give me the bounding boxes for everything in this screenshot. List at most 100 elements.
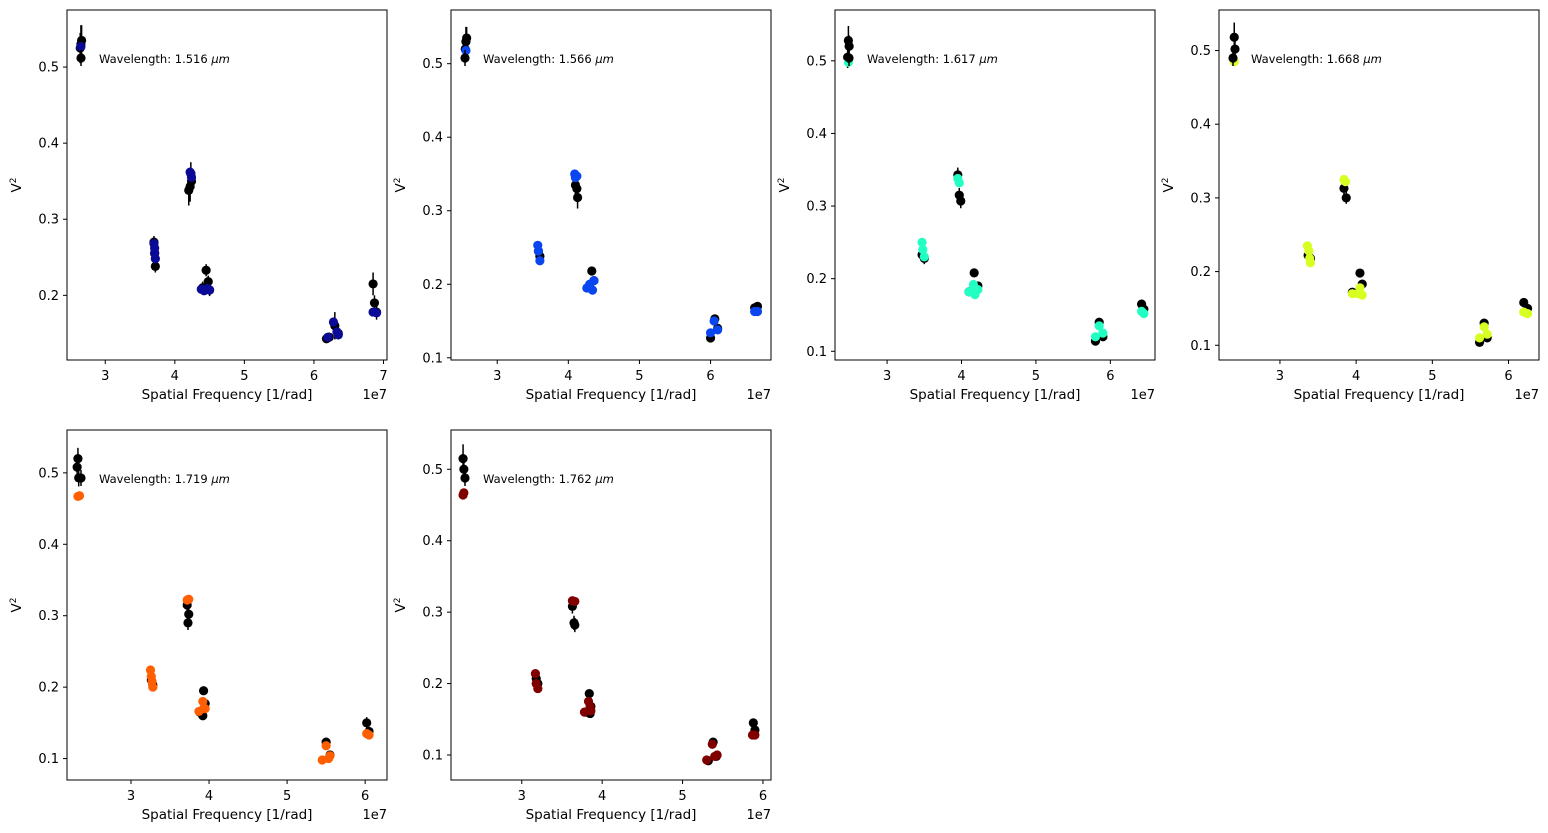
- y-tick-label: 0.4: [38, 538, 59, 553]
- y-tick-label: 0.1: [1190, 339, 1211, 354]
- y-tick-label: 0.3: [422, 606, 443, 621]
- x-tick-label: 7: [379, 369, 387, 384]
- model-point: [1522, 308, 1533, 319]
- x-tick-label: 4: [957, 369, 965, 384]
- subplot-1: 3 4 5 6 7 0.2 0.3 0.4 0.5 Spatial Frequency [1/ra…: [9, 9, 388, 403]
- observed-point: [459, 464, 469, 474]
- legend-label: Wavelength: 1.617 μm: [867, 52, 998, 66]
- y-tick-label: 0.3: [38, 213, 59, 228]
- x-axis-multiplier: 1e7: [1130, 388, 1155, 403]
- y-tick-label: 0.2: [422, 278, 443, 293]
- model-point: [712, 750, 722, 760]
- model-point: [919, 252, 929, 262]
- legend: Wavelength: 1.762 μm: [460, 470, 614, 486]
- y-tick-label: 0.3: [806, 200, 827, 215]
- model-point: [186, 172, 197, 182]
- x-tick-label: 5: [283, 789, 291, 804]
- model-point: [205, 285, 215, 295]
- model-point: [328, 317, 339, 327]
- observed-point: [584, 688, 594, 699]
- x-axis-multiplier: 1e7: [746, 808, 771, 823]
- model-point: [1357, 290, 1367, 300]
- x-tick-label: 3: [101, 369, 109, 384]
- x-tick-label: 5: [1428, 369, 1436, 384]
- y-tick-label: 0.4: [422, 131, 443, 146]
- legend-label: Wavelength: 1.719 μm: [99, 472, 230, 486]
- axes-frame: [66, 429, 388, 781]
- y-tick-label: 0.1: [806, 345, 827, 360]
- observed-point: [362, 718, 372, 728]
- model-point: [1139, 308, 1149, 319]
- x-tick-label: 4: [564, 369, 572, 384]
- model-point: [1304, 246, 1314, 256]
- model-point: [333, 330, 343, 340]
- legend-marker: [460, 53, 470, 63]
- observed-point: [587, 266, 597, 276]
- legend-label: Wavelength: 1.668 μm: [1251, 52, 1382, 66]
- y-axis-label: V2: [393, 178, 409, 193]
- model-point: [709, 316, 719, 326]
- model-point: [1482, 329, 1492, 339]
- model-point: [200, 703, 210, 714]
- model-point: [535, 256, 545, 266]
- model-point: [713, 325, 723, 335]
- legend-label: Wavelength: 1.762 μm: [483, 472, 614, 486]
- model-point: [707, 739, 717, 749]
- y-tick-label: 0.3: [38, 609, 59, 624]
- legend-marker: [76, 473, 86, 483]
- model-point: [702, 755, 712, 765]
- legend: Wavelength: 1.668 μm: [1228, 50, 1382, 66]
- model-point: [371, 308, 382, 318]
- model-point: [1340, 177, 1351, 187]
- observed-point: [748, 718, 758, 728]
- model-point: [1098, 328, 1108, 338]
- x-tick-label: 5: [635, 369, 643, 384]
- y-tick-label: 0.4: [422, 534, 443, 549]
- axes-frame: [1218, 9, 1540, 361]
- x-tick-label: 3: [883, 369, 891, 384]
- model-point: [589, 275, 599, 286]
- model-point: [1479, 322, 1489, 332]
- y-tick-label: 0.5: [1190, 44, 1211, 59]
- model-point: [321, 741, 331, 751]
- model-point: [586, 706, 596, 716]
- model-point: [325, 751, 335, 761]
- observed-point: [1230, 44, 1240, 54]
- x-tick-label: 3: [1276, 369, 1284, 384]
- observed-point: [844, 41, 854, 51]
- y-tick-label: 0.4: [806, 127, 827, 142]
- model-point: [459, 488, 469, 498]
- model-point: [918, 245, 928, 255]
- y-tick-label: 0.2: [1190, 265, 1211, 280]
- legend-marker: [460, 473, 470, 483]
- x-tick-label: 4: [171, 369, 179, 384]
- x-tick-label: 6: [1504, 369, 1512, 384]
- y-tick-label: 0.2: [38, 289, 59, 304]
- y-tick-label: 0.4: [1190, 118, 1211, 133]
- observed-point: [458, 453, 468, 464]
- x-tick-label: 5: [240, 369, 248, 384]
- model-point: [705, 328, 716, 338]
- y-tick-label: 0.1: [422, 749, 443, 764]
- model-point: [76, 41, 86, 52]
- model-point: [572, 171, 582, 181]
- observed-point: [201, 265, 211, 275]
- x-axis-label: Spatial Frequency [1/rad]: [1294, 387, 1465, 403]
- y-tick-label: 0.5: [422, 463, 443, 478]
- y-tick-label: 0.5: [38, 466, 59, 481]
- model-point: [1355, 283, 1365, 293]
- observed-point: [73, 453, 83, 464]
- model-point: [917, 237, 927, 247]
- y-tick-label: 0.1: [422, 351, 443, 366]
- y-tick-label: 0.4: [38, 137, 59, 152]
- legend-label: Wavelength: 1.566 μm: [483, 52, 614, 66]
- model-point: [364, 730, 374, 740]
- legend: Wavelength: 1.719 μm: [76, 470, 230, 486]
- observed-point: [150, 261, 160, 272]
- model-point: [752, 306, 763, 317]
- axes-frame: [450, 429, 772, 781]
- legend: Wavelength: 1.566 μm: [460, 50, 614, 66]
- model-point: [587, 285, 598, 295]
